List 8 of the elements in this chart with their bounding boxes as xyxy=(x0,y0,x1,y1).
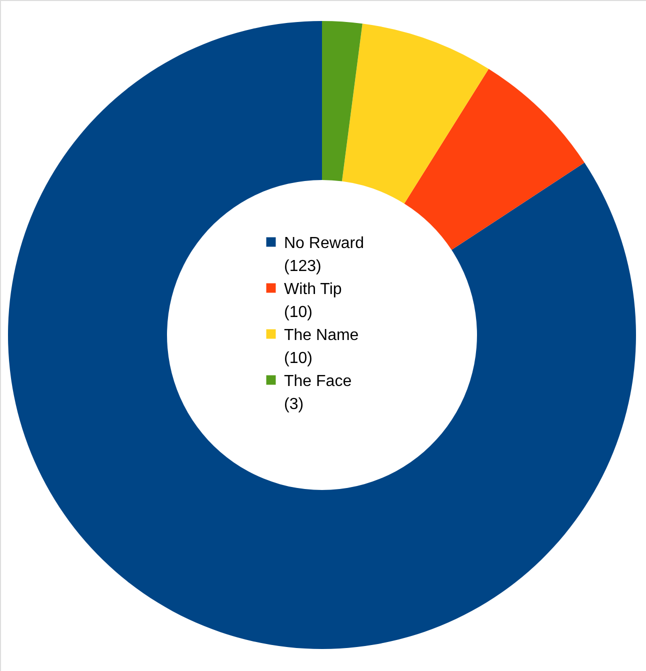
data-label: (3) xyxy=(284,396,304,413)
legend-label: The Face xyxy=(284,373,352,390)
data-label: (10) xyxy=(284,350,312,367)
data-label: (10) xyxy=(284,304,312,321)
data-label: (123) xyxy=(284,258,322,275)
legend-label: The Name xyxy=(284,327,359,344)
legend-label: With Tip xyxy=(284,281,342,298)
legend-label: No Reward xyxy=(284,235,364,252)
